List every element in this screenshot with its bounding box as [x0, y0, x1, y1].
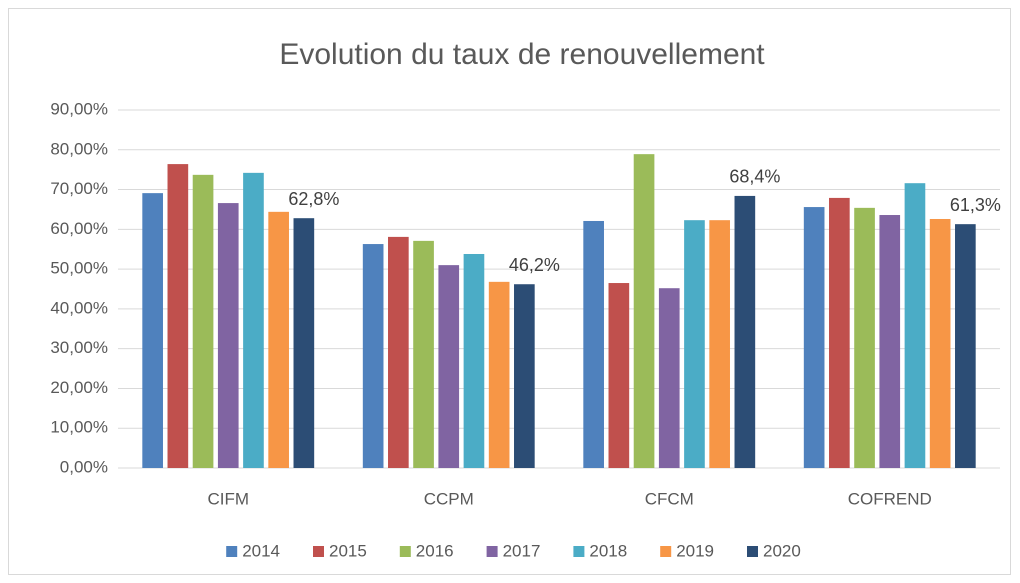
bar [488, 281, 510, 468]
y-tick-label: 40,00% [50, 298, 108, 317]
legend-label: 2019 [676, 541, 714, 560]
bar [929, 218, 951, 468]
y-tick-label: 80,00% [50, 139, 108, 158]
legend-label: 2015 [329, 541, 367, 560]
y-tick-label: 0,00% [60, 457, 108, 476]
bar [243, 172, 264, 469]
bar [658, 288, 680, 468]
data-label: 68,4% [729, 167, 780, 187]
bar [854, 207, 875, 468]
bar [608, 283, 630, 468]
bar [438, 265, 460, 468]
bar [955, 224, 976, 468]
bar [709, 220, 730, 468]
bar [829, 197, 850, 469]
bar [268, 211, 289, 468]
bar [734, 195, 756, 469]
bar [904, 183, 926, 469]
legend-swatch [226, 546, 238, 557]
bar [684, 220, 705, 468]
y-tick-label: 60,00% [50, 219, 108, 238]
bar [463, 253, 485, 468]
bar [514, 284, 535, 468]
legend-label: 2020 [763, 541, 801, 560]
x-tick-label: COFREND [848, 489, 932, 508]
legend-label: 2014 [242, 541, 280, 560]
legend-swatch [747, 546, 758, 557]
bar [142, 193, 163, 468]
legend-label: 2016 [416, 541, 454, 560]
data-label: 61,3% [950, 195, 1001, 215]
bar [803, 207, 825, 468]
bar [293, 218, 315, 468]
legend-swatch [313, 546, 324, 557]
x-tick-label: CFCM [645, 489, 694, 508]
y-tick-label: 70,00% [50, 179, 108, 198]
legend-label: 2017 [503, 541, 541, 560]
chart-title: Evolution du taux de renouvellement [279, 38, 765, 71]
legend-swatch [660, 546, 672, 557]
data-label: 46,2% [509, 255, 560, 275]
bar [362, 244, 384, 468]
y-tick-label: 10,00% [50, 418, 108, 437]
x-tick-label: CCPM [424, 489, 474, 508]
data-label: 62,8% [288, 189, 339, 209]
bar [217, 203, 239, 468]
bar [192, 174, 214, 469]
bar [583, 220, 604, 468]
y-tick-label: 20,00% [50, 378, 108, 397]
y-tick-label: 50,00% [50, 259, 108, 278]
bar [413, 240, 434, 468]
y-tick-label: 90,00% [50, 99, 108, 118]
bar [388, 236, 409, 468]
bar [167, 164, 189, 468]
legend-label: 2018 [589, 541, 627, 560]
x-tick-label: CIFM [207, 489, 249, 508]
bar [633, 154, 655, 469]
bar [879, 215, 901, 468]
legend-swatch [399, 546, 411, 557]
legend-swatch [486, 546, 498, 557]
y-tick-label: 30,00% [50, 338, 108, 357]
legend-swatch [573, 546, 585, 557]
